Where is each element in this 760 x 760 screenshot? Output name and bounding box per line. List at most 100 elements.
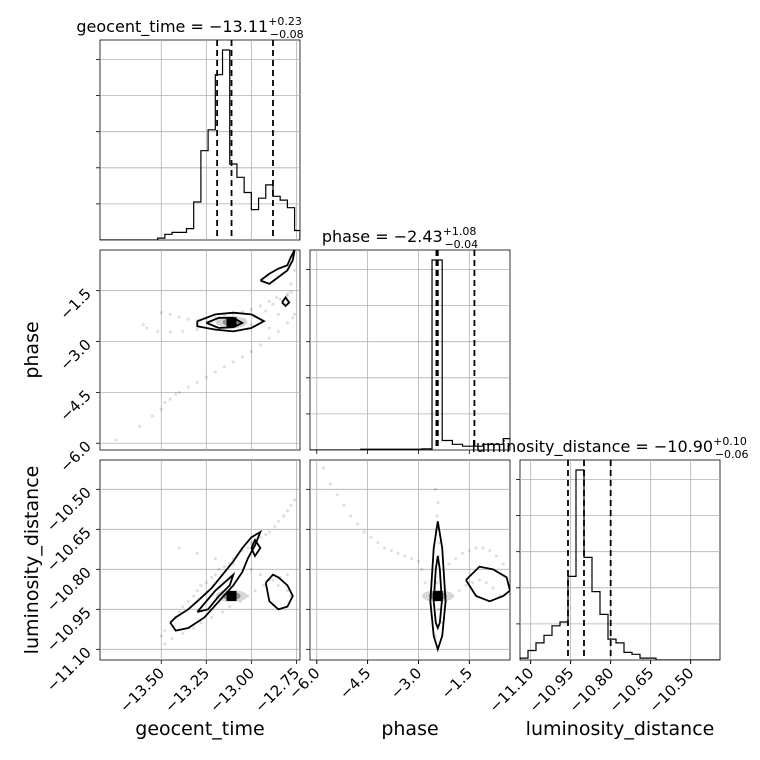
scatter-panel-luminosity-distance-vs-phase-contour — [465, 565, 510, 603]
scatter-panel-phase-vs-geocent-time-sample-point — [249, 350, 253, 354]
title-geocent-time: geocent_time = −13.11+0.23 −0.08 — [76, 15, 303, 41]
hist-panel-luminosity-distance-frame — [519, 459, 721, 661]
ytick-label-phase: −6.0 — [56, 437, 94, 475]
scatter-panel-luminosity-distance-vs-phase-sample-point — [491, 586, 495, 590]
scatter-panel-luminosity-distance-vs-phase-sample-point — [481, 546, 485, 550]
scatter-panel-luminosity-distance-vs-phase-sample-point — [369, 535, 373, 539]
scatter-panel-phase-vs-geocent-time-sample-point — [181, 329, 185, 333]
xtick-label-geocent-time: −13.25 — [161, 664, 213, 716]
ytick-label-phase: −1.5 — [56, 285, 94, 323]
ytick-label-phase: −4.5 — [56, 386, 94, 424]
scatter-panel-phase-vs-geocent-time-sample-point — [292, 268, 297, 272]
scatter-panel-luminosity-distance-vs-geocent-time-sample-point — [181, 605, 185, 609]
scatter-panel-luminosity-distance-vs-geocent-time-sample-point — [222, 565, 226, 569]
scatter-panel-luminosity-distance-vs-geocent-time-sample-point — [192, 594, 196, 598]
scatter-panel-phase-vs-geocent-time-sample-point — [291, 316, 295, 320]
scatter-panel-luminosity-distance-vs-geocent-time-sample-point — [220, 610, 225, 614]
hist-panel-phase-content — [310, 250, 510, 450]
scatter-panel-luminosity-distance-vs-phase-contour — [429, 521, 447, 653]
scatter-panel-luminosity-distance-vs-geocent-time-sample-point — [159, 634, 163, 638]
scatter-panel-phase-vs-geocent-time-sample-point — [289, 290, 293, 294]
scatter-panel-phase-vs-geocent-time-sample-point — [249, 322, 253, 327]
x-axis-label-geocent-time: geocent_time — [135, 718, 264, 740]
scatter-panel-luminosity-distance-vs-geocent-time-sample-point — [210, 615, 214, 619]
title-luminosity-distance: luminosity_distance = −10.90+0.10 −0.06 — [471, 435, 748, 461]
scatter-panel-luminosity-distance-vs-geocent-time-contour — [196, 571, 236, 613]
scatter-panel-luminosity-distance-vs-geocent-time-content — [100, 460, 300, 660]
title-lower-error: −0.06 — [715, 448, 749, 461]
scatter-panel-luminosity-distance-vs-geocent-time-sample-point — [276, 519, 280, 523]
scatter-panel-luminosity-distance-vs-phase-sample-point — [335, 493, 339, 497]
scatter-panel-luminosity-distance-vs-geocent-time-sample-point — [213, 573, 217, 577]
scatter-panel-phase-vs-geocent-time-sample-point — [285, 292, 289, 296]
scatter-panel-luminosity-distance-vs-geocent-time-sample-point — [289, 503, 293, 507]
scatter-panel-phase-vs-geocent-time-sample-point — [177, 315, 181, 319]
hist-panel-phase-bars — [310, 259, 510, 450]
hist-panel-geocent-time-content — [100, 40, 300, 240]
scatter-panel-phase-vs-geocent-time-sample-point — [231, 360, 235, 364]
scatter-panel-phase-vs-geocent-time-sample-point — [186, 385, 190, 389]
y-axis-label-luminosity-distance: luminosity_distance — [21, 466, 43, 655]
scatter-panel-phase-vs-geocent-time-sample-point — [156, 329, 160, 333]
scatter-panel-luminosity-distance-vs-phase-sample-point — [477, 578, 482, 582]
scatter-panel-phase-vs-geocent-time-sample-point — [174, 392, 178, 396]
scatter-panel-luminosity-distance-vs-geocent-time-sample-point — [285, 589, 289, 593]
scatter-panel-phase-vs-geocent-time-sample-point — [274, 295, 279, 300]
scatter-panel-phase-vs-geocent-time-frame — [99, 249, 301, 451]
scatter-panel-phase-vs-geocent-time-sample-point — [271, 302, 275, 306]
scatter-panel-luminosity-distance-vs-geocent-time-sample-point — [177, 546, 181, 550]
x-axis-label-luminosity-distance: luminosity_distance — [526, 718, 715, 740]
scatter-panel-luminosity-distance-vs-geocent-time-sample-point — [217, 567, 221, 571]
scatter-panel-luminosity-distance-vs-phase-sample-point — [457, 589, 461, 593]
scatter-panel-luminosity-distance-vs-geocent-time-sample-point — [264, 533, 268, 537]
x-axis-label-phase: phase — [381, 718, 438, 740]
scatter-panel-luminosity-distance-vs-geocent-time-sample-point — [195, 551, 199, 555]
scatter-panel-luminosity-distance-vs-geocent-time-sample-point — [273, 525, 277, 529]
title-base: luminosity_distance = −10.90 — [471, 437, 713, 457]
scatter-panel-luminosity-distance-vs-geocent-time-peak-marker — [226, 591, 237, 601]
scatter-panel-phase-vs-geocent-time-sample-point — [159, 407, 163, 411]
scatter-panel-phase-vs-geocent-time-sample-point — [222, 365, 226, 369]
scatter-panel-phase-vs-geocent-time-sample-point — [195, 328, 199, 332]
scatter-panel-luminosity-distance-vs-geocent-time-sample-point — [249, 541, 253, 545]
scatter-panel-phase-vs-geocent-time-sample-point — [267, 336, 271, 340]
scatter-panel-luminosity-distance-vs-geocent-time-contour — [264, 573, 294, 611]
scatter-panel-phase-vs-geocent-time-sample-point — [163, 400, 167, 405]
scatter-panel-phase-vs-geocent-time-sample-point — [240, 310, 244, 314]
scatter-panel-luminosity-distance-vs-phase-contour — [432, 555, 443, 631]
scatter-panel-luminosity-distance-vs-phase-sample-point — [460, 551, 465, 555]
scatter-panel-luminosity-distance-vs-geocent-time-sample-point — [258, 573, 262, 577]
hist-panel-luminosity-distance-content — [520, 460, 720, 660]
scatter-panel-luminosity-distance-vs-phase-frame — [309, 459, 511, 661]
scatter-panel-phase-vs-geocent-time-sample-point — [289, 282, 293, 286]
hist-panel-geocent-time — [96, 39, 301, 241]
scatter-panel-phase-vs-geocent-time-sample-point — [114, 438, 118, 442]
scatter-panel-luminosity-distance-vs-geocent-time-contour — [250, 538, 262, 558]
scatter-panel-luminosity-distance-vs-phase-sample-point — [474, 546, 478, 550]
xtick-label-phase: −4.5 — [336, 664, 374, 702]
title-upper-error: +0.23 — [268, 15, 302, 28]
scatter-panel-luminosity-distance-vs-geocent-time-frame — [99, 459, 301, 661]
scatter-panel-phase-vs-geocent-time-contour — [205, 316, 245, 329]
scatter-panel-phase-vs-geocent-time-content — [100, 250, 300, 450]
scatter-panel-luminosity-distance-vs-phase-sample-point — [420, 567, 424, 571]
scatter-panel-luminosity-distance-vs-geocent-time-sample-point — [253, 589, 257, 593]
scatter-panel-luminosity-distance-vs-phase-sample-point — [382, 546, 387, 550]
scatter-panel-phase-vs-geocent-time-sample-point — [177, 390, 181, 394]
scatter-panel-phase-vs-geocent-time-sample-point — [276, 329, 280, 333]
scatter-panel-luminosity-distance-vs-geocent-time-sample-point — [249, 567, 253, 571]
scatter-panel-luminosity-distance-vs-geocent-time — [99, 459, 301, 661]
scatter-panel-phase-vs-geocent-time-sample-point — [249, 307, 253, 311]
scatter-panel-luminosity-distance-vs-phase-sample-point — [321, 466, 326, 470]
scatter-panel-luminosity-distance-vs-geocent-time-sample-point — [199, 621, 203, 625]
scatter-panel-phase-vs-geocent-time — [99, 249, 301, 451]
scatter-panel-phase-vs-geocent-time-sample-point — [213, 370, 217, 374]
ytick-label-luminosity-distance: −10.50 — [43, 483, 95, 535]
scatter-panel-luminosity-distance-vs-phase — [309, 459, 511, 661]
scatter-panel-luminosity-distance-vs-geocent-time-sample-point — [271, 578, 275, 582]
scatter-panel-luminosity-distance-vs-geocent-time-sample-point — [282, 514, 286, 518]
scatter-panel-phase-vs-geocent-time-contour — [259, 250, 296, 285]
scatter-panel-phase-vs-geocent-time-sample-point — [141, 322, 145, 327]
scatter-panel-phase-vs-geocent-time-sample-point — [258, 343, 262, 347]
